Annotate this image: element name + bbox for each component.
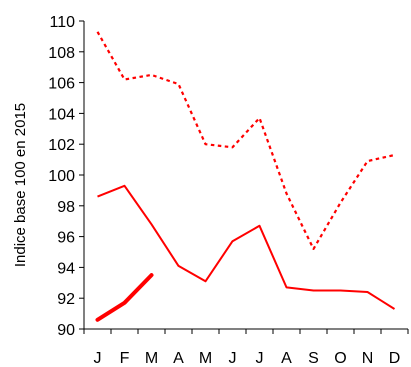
y-tick-label: 110 (49, 14, 75, 31)
y-tick-label: 100 (48, 168, 75, 185)
y-tick-label: 108 (48, 45, 75, 62)
x-tick-label: M (199, 350, 212, 367)
y-tick-label: 102 (48, 137, 75, 154)
x-tick-label: S (308, 350, 319, 367)
y-tick-label: 98 (57, 199, 75, 216)
x-tick-label: J (256, 350, 264, 367)
x-tick-label: D (389, 350, 401, 367)
x-tick-label: N (362, 350, 374, 367)
x-tick-label: M (145, 350, 158, 367)
x-tick-label: A (173, 350, 184, 367)
series-line-solid (97, 184, 396, 310)
series-line-bold (95, 273, 154, 322)
x-tick-label: O (334, 350, 346, 367)
x-tick-label: J (94, 350, 102, 367)
series-line-dotted (96, 31, 395, 250)
x-tick-label: A (281, 350, 292, 367)
y-tick-label: 96 (57, 230, 75, 247)
y-tick-label: 92 (57, 291, 75, 308)
y-tick-label: 104 (48, 106, 75, 123)
y-tick-label: 94 (57, 260, 75, 277)
x-tick-label: J (229, 350, 237, 367)
series-layer (95, 31, 396, 322)
y-tick-label: 106 (48, 76, 75, 93)
y-tick-label: 90 (57, 322, 75, 339)
x-tick-label: F (120, 350, 130, 367)
y-axis-label: Indice base 100 en 2015 (12, 103, 29, 267)
